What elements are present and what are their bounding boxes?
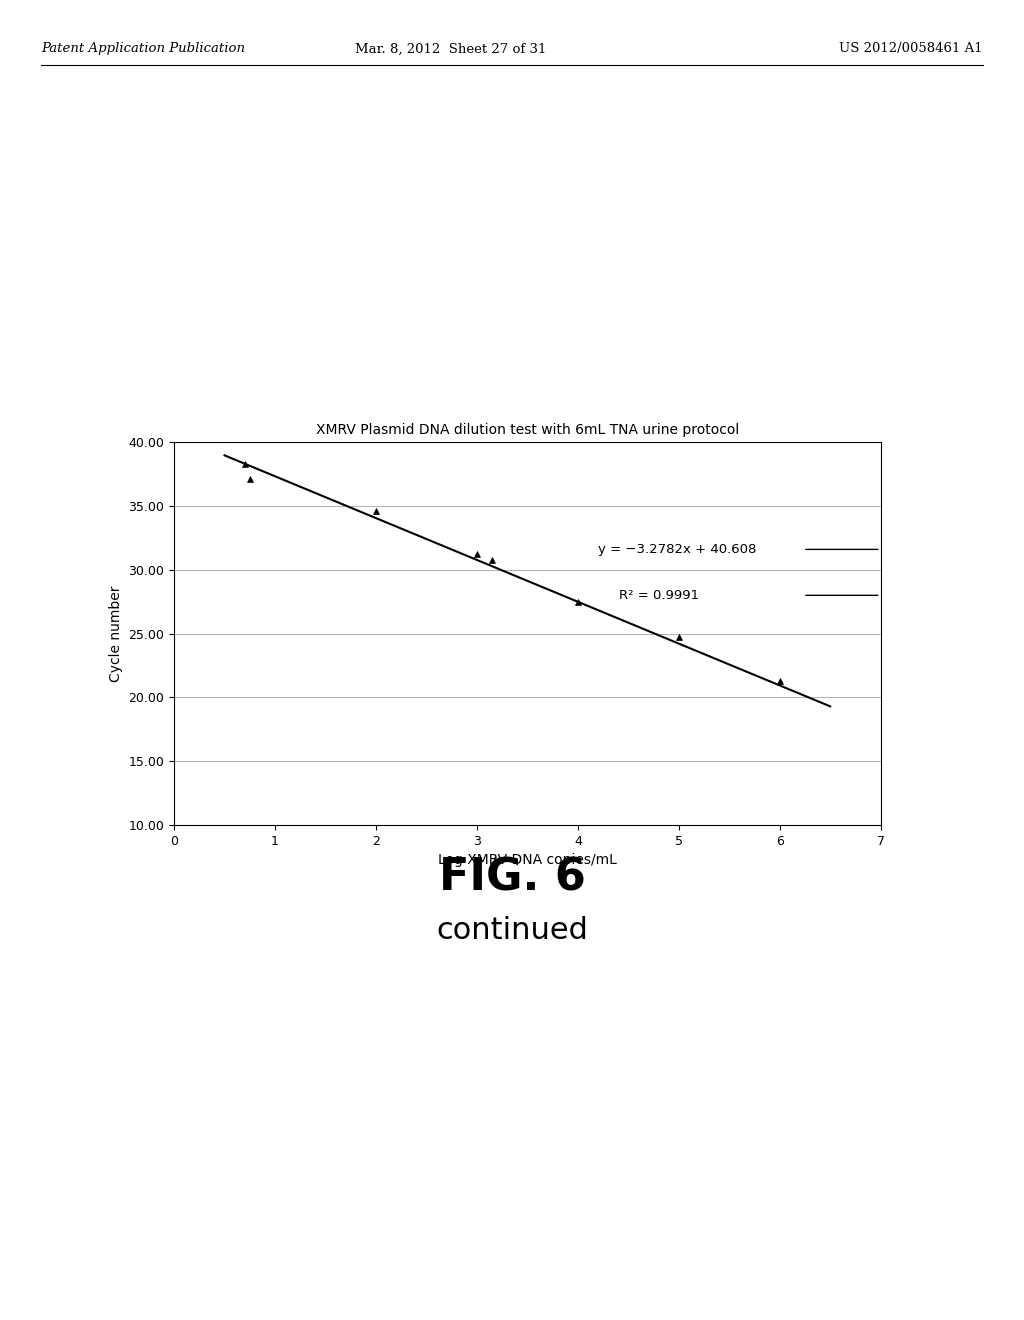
Text: y = −3.2782x + 40.608: y = −3.2782x + 40.608 (598, 543, 757, 556)
Text: Patent Application Publication: Patent Application Publication (41, 42, 245, 55)
Title: XMRV Plasmid DNA dilution test with 6mL TNA urine protocol: XMRV Plasmid DNA dilution test with 6mL … (315, 422, 739, 437)
Text: FIG. 6: FIG. 6 (438, 857, 586, 899)
Text: continued: continued (436, 916, 588, 945)
Text: R² = 0.9991: R² = 0.9991 (620, 589, 699, 602)
Text: Mar. 8, 2012  Sheet 27 of 31: Mar. 8, 2012 Sheet 27 of 31 (355, 42, 546, 55)
X-axis label: Log XMRV DNA copies/mL: Log XMRV DNA copies/mL (438, 853, 616, 867)
Text: US 2012/0058461 A1: US 2012/0058461 A1 (840, 42, 983, 55)
Y-axis label: Cycle number: Cycle number (109, 585, 123, 682)
